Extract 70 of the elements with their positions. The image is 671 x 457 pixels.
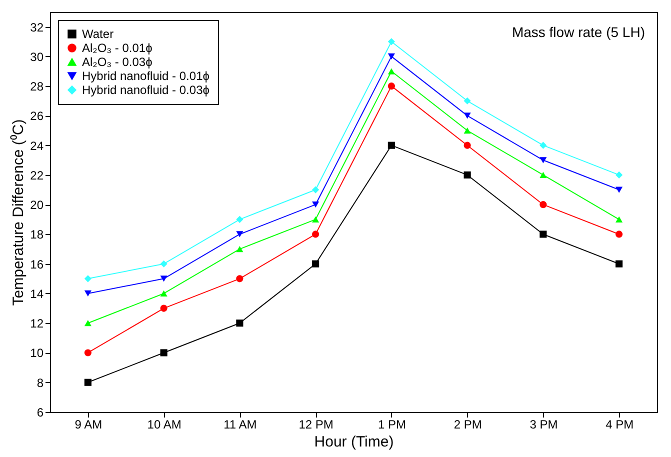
- y-tick-label: 6: [36, 406, 44, 420]
- point: [540, 142, 547, 149]
- point: [312, 202, 320, 208]
- x-tick-label: 3 PM: [530, 418, 558, 432]
- point: [464, 171, 471, 178]
- y-tick-label: 20: [30, 198, 44, 212]
- point: [312, 230, 320, 238]
- x-tick-label: 1 PM: [378, 418, 406, 432]
- point: [464, 112, 471, 119]
- legend-label: Hybrid nanofluid - 0.03ϕ: [82, 83, 210, 97]
- point: [84, 290, 92, 297]
- point: [388, 142, 395, 149]
- y-tick-label: 30: [30, 50, 44, 64]
- point: [312, 186, 320, 194]
- x-tick-label: 11 AM: [224, 418, 257, 432]
- legend-label: Water: [82, 27, 114, 41]
- y-tick-label: 16: [30, 257, 44, 272]
- point: [84, 378, 92, 386]
- point: [540, 230, 547, 238]
- y-tick-label: 14: [30, 286, 44, 301]
- point: [160, 349, 168, 356]
- point: [464, 142, 471, 149]
- y-tick-label: 12: [30, 316, 44, 331]
- y-tick-label: 10: [30, 346, 44, 360]
- y-tick-label: 28: [30, 80, 44, 94]
- point: [540, 157, 547, 164]
- point: [236, 231, 244, 238]
- point: [388, 68, 395, 74]
- point: [464, 127, 471, 134]
- legend-label: Al₂O₃ - 0.01ϕ: [82, 41, 153, 55]
- legend-label: Al₂O₃ - 0.03ϕ: [82, 55, 153, 69]
- y-tick-label: 24: [30, 138, 44, 153]
- point: [236, 275, 244, 282]
- point: [616, 230, 623, 238]
- x-tick-label: 9 AM: [74, 418, 102, 432]
- annotation: Mass flow rate (5 LH): [512, 24, 645, 40]
- x-tick-label: 10 AM: [147, 418, 182, 432]
- point: [388, 53, 395, 60]
- y-axis-title: Temperature Difference (⁰C): [10, 119, 28, 306]
- point: [84, 275, 92, 282]
- point: [312, 260, 320, 268]
- point: [616, 171, 623, 178]
- legend-label: Hybrid nanofluid - 0.01ϕ: [82, 69, 210, 83]
- point: [312, 216, 320, 222]
- x-tick-label: 4 PM: [606, 418, 634, 432]
- point: [236, 246, 244, 252]
- point: [160, 260, 168, 268]
- x-axis-title: Hour (Time): [314, 434, 394, 450]
- point: [616, 260, 623, 268]
- point: [84, 320, 92, 326]
- point: [160, 276, 168, 282]
- y-tick-label: 8: [36, 376, 44, 390]
- point: [464, 97, 471, 104]
- point: [236, 216, 244, 223]
- point: [616, 216, 623, 222]
- point: [160, 304, 168, 312]
- x-tick-label: 12 PM: [298, 418, 334, 432]
- y-tick-label: 32: [30, 20, 44, 34]
- point: [236, 320, 244, 327]
- y-tick-label: 18: [30, 228, 44, 242]
- point: [84, 349, 92, 356]
- point: [616, 186, 623, 193]
- point: [388, 82, 395, 90]
- y-tick-label: 26: [30, 109, 44, 124]
- point: [540, 201, 547, 208]
- point: [540, 172, 547, 178]
- y-tick-label: 22: [30, 168, 44, 182]
- x-tick-label: 2 PM: [454, 418, 482, 432]
- point: [160, 290, 168, 297]
- point: [388, 38, 395, 46]
